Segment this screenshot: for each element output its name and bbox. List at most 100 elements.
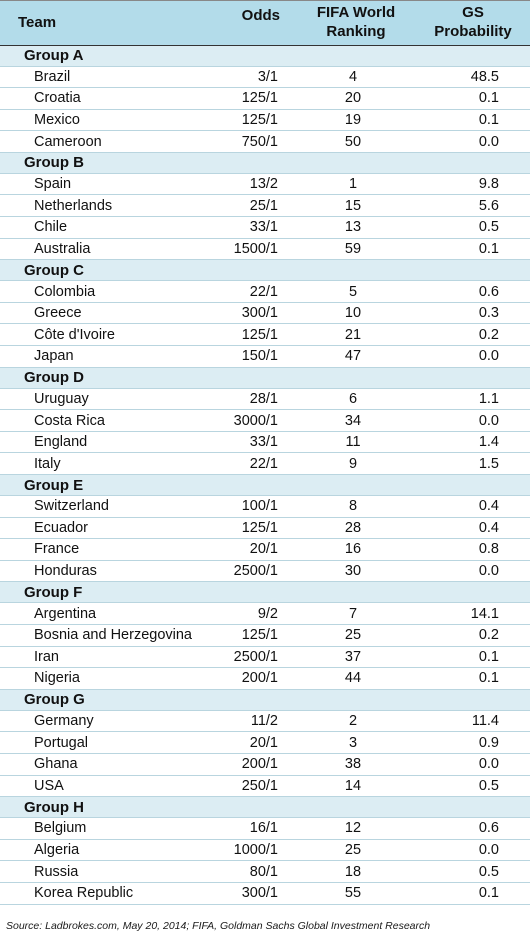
fifa-rank-cell: 7 xyxy=(290,602,406,625)
team-name: Portugal xyxy=(0,731,208,754)
team-name: USA xyxy=(0,775,208,798)
table-row: Russia 80/1 18 0.5 xyxy=(0,860,530,883)
fifa-rank-cell: 2 xyxy=(290,710,406,733)
table-row: Nigeria 200/1 44 0.1 xyxy=(0,667,530,690)
team-name: Uruguay xyxy=(0,388,208,411)
table-row: Mexico 125/1 19 0.1 xyxy=(0,109,530,132)
table-row: Belgium 16/1 12 0.6 xyxy=(0,817,530,840)
fifa-rank-cell: 20 xyxy=(290,87,406,110)
group-label: Group G xyxy=(0,689,530,711)
odds-cell: 2500/1 xyxy=(208,560,290,583)
odds-cell: 1500/1 xyxy=(208,238,290,261)
table-row: Australia 1500/1 59 0.1 xyxy=(0,238,530,261)
table-row: Chile 33/1 13 0.5 xyxy=(0,216,530,239)
table-row: Algeria 1000/1 25 0.0 xyxy=(0,839,530,862)
team-name: Spain xyxy=(0,173,208,196)
odds-cell: 125/1 xyxy=(208,517,290,540)
odds-cell: 2500/1 xyxy=(208,646,290,669)
gs-probability-cell: 0.0 xyxy=(406,345,530,368)
odds-cell: 125/1 xyxy=(208,323,290,347)
gs-probability-cell: 0.3 xyxy=(406,302,530,325)
fifa-rank-cell: 21 xyxy=(290,323,406,347)
odds-cell: 300/1 xyxy=(208,302,290,325)
gs-probability-cell: 0.0 xyxy=(406,409,530,432)
team-name: Mexico xyxy=(0,109,208,132)
team-name: Chile xyxy=(0,216,208,239)
table-row: Ecuador 125/1 28 0.4 xyxy=(0,517,530,540)
gs-probability-cell: 0.0 xyxy=(406,130,530,153)
table-row: Honduras 2500/1 30 0.0 xyxy=(0,560,530,583)
team-name: Croatia xyxy=(0,87,208,110)
odds-cell: 1000/1 xyxy=(208,839,290,862)
table-row: Japan 150/1 47 0.0 xyxy=(0,345,530,368)
team-name: Switzerland xyxy=(0,495,208,518)
fifa-rank-cell: 19 xyxy=(290,109,406,132)
team-name: Germany xyxy=(0,710,208,733)
fifa-rank-cell: 13 xyxy=(290,216,406,239)
gs-probability-cell: 0.2 xyxy=(406,323,530,347)
odds-cell: 25/1 xyxy=(208,194,290,218)
table-row: Italy 22/1 9 1.5 xyxy=(0,452,530,475)
odds-cell: 125/1 xyxy=(208,87,290,110)
gs-probability-cell: 0.0 xyxy=(406,753,530,776)
fifa-rank-cell: 34 xyxy=(290,409,406,432)
gs-probability-cell: 0.8 xyxy=(406,538,530,561)
table-row: England 33/1 11 1.4 xyxy=(0,431,530,454)
fifa-rank-cell: 10 xyxy=(290,302,406,325)
group-label: Group D xyxy=(0,367,530,389)
gs-probability-cell: 0.0 xyxy=(406,839,530,862)
odds-cell: 20/1 xyxy=(208,538,290,561)
gs-probability-cell: 9.8 xyxy=(406,173,530,196)
table-row: Croatia 125/1 20 0.1 xyxy=(0,87,530,110)
team-name: Argentina xyxy=(0,602,208,625)
fifa-rank-cell: 1 xyxy=(290,173,406,196)
gs-probability-cell: 0.5 xyxy=(406,216,530,239)
table-row: Switzerland 100/1 8 0.4 xyxy=(0,495,530,518)
table-row: USA 250/1 14 0.5 xyxy=(0,775,530,798)
table-row: Brazil 3/1 4 48.5 xyxy=(0,66,530,89)
fifa-rank-cell: 50 xyxy=(290,130,406,153)
header-gs-line2: Probability xyxy=(434,23,512,41)
fifa-rank-cell: 25 xyxy=(290,839,406,862)
table-header: Team Odds FIFA World Ranking GS Probabil… xyxy=(0,0,530,45)
fifa-rank-cell: 44 xyxy=(290,667,406,690)
team-name: Bosnia and Herzegovina xyxy=(0,624,208,647)
table-row: Ghana 200/1 38 0.0 xyxy=(0,753,530,776)
table-row: Cameroon 750/1 50 0.0 xyxy=(0,130,530,153)
gs-probability-cell: 1.5 xyxy=(406,452,530,475)
team-name: Italy xyxy=(0,452,208,475)
gs-probability-cell: 0.1 xyxy=(406,87,530,110)
fifa-rank-cell: 5 xyxy=(290,280,406,303)
team-name: England xyxy=(0,431,208,454)
gs-probability-cell: 0.5 xyxy=(406,775,530,798)
odds-cell: 125/1 xyxy=(208,109,290,132)
table-row: Bosnia and Herzegovina 125/1 25 0.2 xyxy=(0,624,530,647)
team-name: Brazil xyxy=(0,66,208,89)
odds-cell: 22/1 xyxy=(208,452,290,475)
group-row: Group C xyxy=(0,259,530,282)
gs-probability-cell: 14.1 xyxy=(406,602,530,625)
gs-probability-cell: 1.4 xyxy=(406,431,530,454)
group-label: Group C xyxy=(0,259,530,282)
table-row: Côte d'Ivoire 125/1 21 0.2 xyxy=(0,323,530,347)
odds-cell: 22/1 xyxy=(208,280,290,303)
top-rule xyxy=(0,0,530,1)
table-row: Iran 2500/1 37 0.1 xyxy=(0,646,530,669)
table-row: Netherlands 25/1 15 5.6 xyxy=(0,194,530,218)
odds-cell: 3000/1 xyxy=(208,409,290,432)
odds-cell: 3/1 xyxy=(208,66,290,89)
gs-probability-cell: 0.4 xyxy=(406,517,530,540)
fifa-rank-cell: 8 xyxy=(290,495,406,518)
table-row: Argentina 9/2 7 14.1 xyxy=(0,602,530,625)
fifa-rank-cell: 12 xyxy=(290,817,406,840)
table-row: France 20/1 16 0.8 xyxy=(0,538,530,561)
source-note: Source: Ladbrokes.com, May 20, 2014; FIF… xyxy=(6,920,431,932)
table-row: Uruguay 28/1 6 1.1 xyxy=(0,388,530,411)
odds-cell: 300/1 xyxy=(208,882,290,905)
team-name: Cameroon xyxy=(0,130,208,153)
table-row: Spain 13/2 1 9.8 xyxy=(0,173,530,196)
fifa-rank-cell: 3 xyxy=(290,731,406,754)
team-name: Belgium xyxy=(0,817,208,840)
odds-cell: 11/2 xyxy=(208,710,290,733)
gs-probability-cell: 0.6 xyxy=(406,817,530,840)
